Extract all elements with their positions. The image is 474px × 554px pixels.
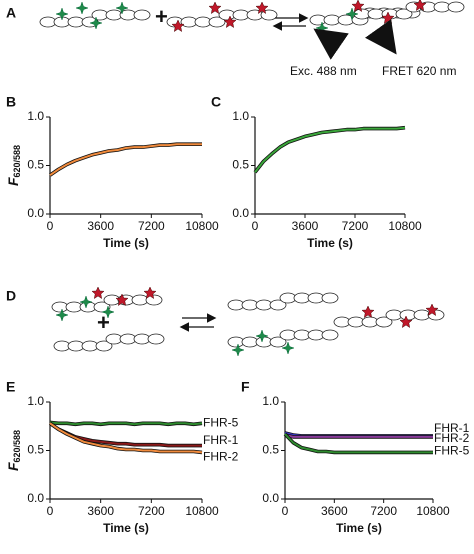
excitation-label: Exc. 488 nm — [290, 64, 357, 78]
schematic-d: D + — [6, 286, 445, 357]
x-axis-label: Time (s) — [103, 236, 149, 250]
x-tick-label: 0 — [47, 504, 54, 518]
x-tick-label: 3600 — [292, 219, 319, 233]
series-label: FHR-5 — [203, 416, 239, 430]
x-axis-label: Time (s) — [103, 521, 149, 535]
donor-label — [75, 1, 89, 15]
series-line — [254, 126, 406, 173]
y-tick-label: 0.5 — [27, 158, 44, 172]
schematic-a: A + Exc. 488 nm FRET 620 nm — [6, 0, 465, 78]
protein-chain — [53, 333, 165, 352]
y-tick-label: 0.0 — [232, 206, 249, 220]
panel-label: A — [6, 5, 16, 21]
panel-label: C — [211, 94, 221, 110]
panel-label: D — [6, 288, 16, 304]
protein-chain — [333, 309, 445, 328]
series-line — [49, 143, 202, 177]
x-tick-label: 3600 — [87, 219, 114, 233]
series-label: FHR-2 — [203, 450, 239, 464]
panel-label: E — [6, 379, 15, 395]
y-label-sub: 620/588 — [12, 145, 22, 178]
y-label-main: F — [5, 462, 21, 471]
emission-label: FRET 620 nm — [382, 64, 456, 78]
plus-sign: + — [97, 310, 110, 335]
y-axis-label: F620/588 — [5, 430, 23, 471]
series-line — [49, 422, 203, 454]
panel-label: F — [241, 379, 250, 395]
x-axis-label: Time (s) — [336, 521, 382, 535]
protein-chain — [227, 329, 339, 348]
x-tick-label: 10800 — [185, 219, 219, 233]
emission-arrow — [365, 19, 397, 55]
y-tick-label: 1.0 — [232, 109, 249, 123]
x-tick-label: 10800 — [185, 504, 219, 518]
y-tick-label: 0.0 — [262, 491, 279, 505]
y-tick-label: 1.0 — [27, 109, 44, 123]
series-line — [284, 434, 433, 438]
acceptor-label — [208, 1, 222, 14]
x-axis-label: Time (s) — [307, 236, 353, 250]
x-tick-label: 10800 — [416, 504, 450, 518]
y-tick-label: 0.0 — [27, 491, 44, 505]
series-outline — [48, 421, 203, 455]
x-tick-label: 7200 — [342, 219, 369, 233]
x-tick-label: 7200 — [138, 219, 165, 233]
x-tick-label: 3600 — [321, 504, 348, 518]
series-line — [49, 421, 203, 426]
x-tick-label: 0 — [282, 504, 289, 518]
series-label: FHR-1 — [434, 421, 470, 435]
y-tick-label: 0.5 — [232, 158, 249, 172]
y-label-sub: 620/588 — [12, 430, 22, 463]
excitation-arrow — [313, 28, 349, 60]
x-tick-label: 0 — [47, 219, 54, 233]
y-tick-label: 0.0 — [27, 206, 44, 220]
series-label: FHR-5 — [434, 444, 470, 458]
y-tick-label: 1.0 — [262, 394, 279, 408]
plus-sign: + — [155, 4, 168, 29]
series-outline — [48, 421, 202, 448]
y-tick-label: 0.5 — [262, 443, 279, 457]
protein-chain — [227, 292, 339, 311]
series-line — [284, 433, 433, 454]
y-tick-label: 0.5 — [27, 443, 44, 457]
series-label: FHR-1 — [203, 433, 239, 447]
acceptor-label — [91, 286, 105, 299]
y-axis-label: F620/588 — [5, 145, 23, 186]
y-label-main: F — [5, 177, 21, 186]
x-tick-label: 10800 — [388, 219, 422, 233]
x-tick-label: 7200 — [138, 504, 165, 518]
x-tick-label: 7200 — [370, 504, 397, 518]
x-tick-label: 3600 — [87, 504, 114, 518]
protein-chain — [353, 1, 465, 20]
x-tick-label: 0 — [252, 219, 259, 233]
series-label: FHR-2 — [434, 431, 470, 445]
acceptor-label — [361, 305, 375, 318]
panel-label: B — [6, 94, 16, 110]
y-tick-label: 1.0 — [27, 394, 44, 408]
